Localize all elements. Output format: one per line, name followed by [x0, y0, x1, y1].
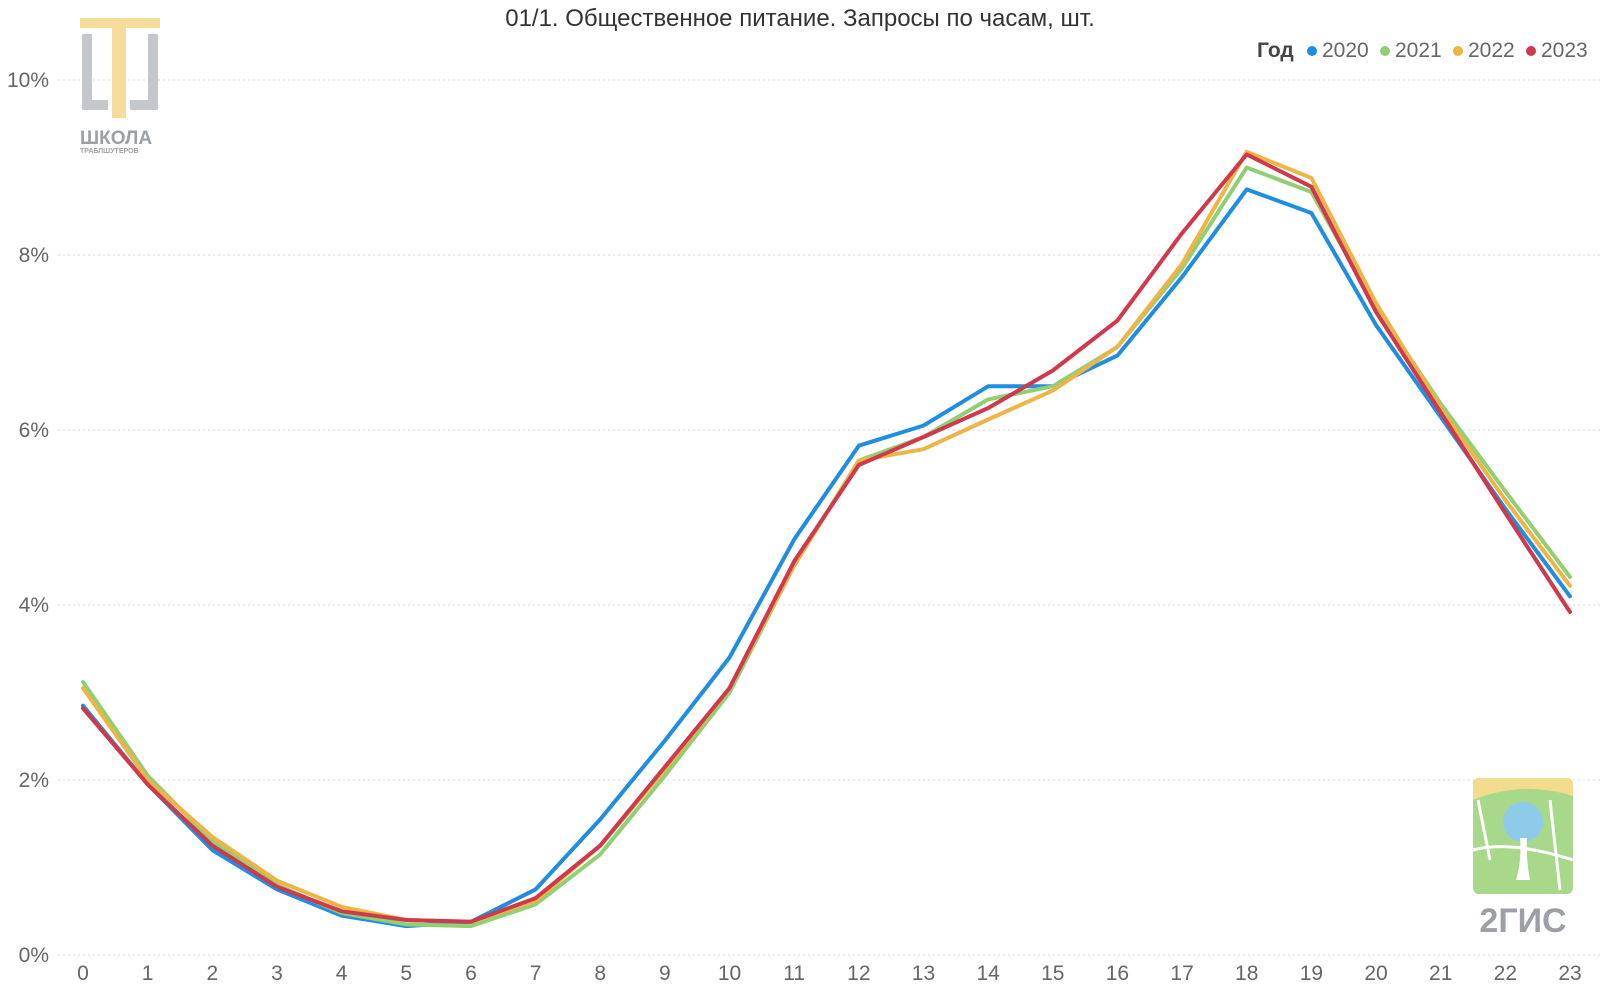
x-tick-label: 11 [783, 962, 805, 985]
x-tick-label: 12 [847, 962, 870, 985]
y-tick-label: 8% [19, 244, 49, 267]
x-tick-label: 1 [142, 962, 154, 985]
x-tick-label: 9 [659, 962, 671, 985]
y-tick-label: 2% [19, 769, 49, 792]
legend-label-2022: 2022 [1468, 39, 1515, 62]
legend-title: Год [1257, 39, 1294, 62]
legend-label-2020: 2020 [1322, 39, 1369, 62]
y-tick-label: 10% [7, 69, 49, 92]
x-tick-label: 22 [1494, 962, 1517, 985]
legend: Год 2020 2021 2022 2023 [1257, 39, 1588, 62]
x-tick-label: 7 [530, 962, 542, 985]
x-tick-label: 17 [1170, 962, 1193, 985]
y-tick-label: 0% [19, 944, 49, 967]
chart-title: 01/1. Общественное питание. Запросы по ч… [505, 5, 1095, 32]
x-tick-label: 18 [1235, 962, 1258, 985]
series-line-2021 [81, 165, 1572, 929]
x-axis-ticks: 0 1 2 3 4 5 6 7 8 9 10 11 12 13 14 15 16 17 18 19 20 21 22 23 [77, 962, 1582, 985]
series-line-2020 [81, 187, 1572, 929]
x-tick-label: 16 [1106, 962, 1129, 985]
x-tick-label: 3 [271, 962, 283, 985]
legend-label-2021: 2021 [1395, 39, 1442, 62]
y-tick-label: 4% [19, 594, 49, 617]
x-tick-label: 19 [1300, 962, 1323, 985]
school-logo: ШКОЛА ТРАБЛШУТЕРОВ [80, 18, 160, 155]
legend-label-2023: 2023 [1541, 39, 1588, 62]
x-tick-label: 13 [912, 962, 935, 985]
x-tick-label: 8 [594, 962, 606, 985]
gridlines [58, 79, 1600, 956]
x-tick-label: 20 [1364, 962, 1387, 985]
2gis-logo-name: 2ГИС [1479, 902, 1566, 940]
series-lines [81, 149, 1572, 929]
legend-marker-2022 [1453, 46, 1463, 56]
x-tick-label: 6 [465, 962, 477, 985]
legend-marker-2021 [1380, 46, 1390, 56]
x-tick-label: 4 [336, 962, 348, 985]
y-tick-label: 6% [19, 419, 49, 442]
y-axis-ticks: 0% 2% 4% 6% 8% 10% [7, 69, 49, 967]
x-tick-label: 15 [1041, 962, 1064, 985]
series-line-2022 [81, 149, 1572, 924]
school-logo-name: ШКОЛА [80, 128, 152, 149]
school-logo-sub: ТРАБЛШУТЕРОВ [80, 148, 139, 155]
legend-marker-2023 [1526, 46, 1536, 56]
x-tick-label: 23 [1558, 962, 1581, 985]
x-tick-label: 0 [77, 962, 89, 985]
x-tick-label: 2 [206, 962, 218, 985]
series-line-2023 [81, 152, 1572, 924]
x-tick-label: 14 [976, 962, 1000, 985]
legend-items: 2020 2021 2022 2023 [1307, 39, 1588, 62]
legend-marker-2020 [1307, 46, 1317, 56]
2gis-logo: 2ГИС [1472, 778, 1574, 940]
x-tick-label: 21 [1429, 962, 1452, 985]
x-tick-label: 10 [718, 962, 741, 985]
x-tick-label: 5 [400, 962, 412, 985]
